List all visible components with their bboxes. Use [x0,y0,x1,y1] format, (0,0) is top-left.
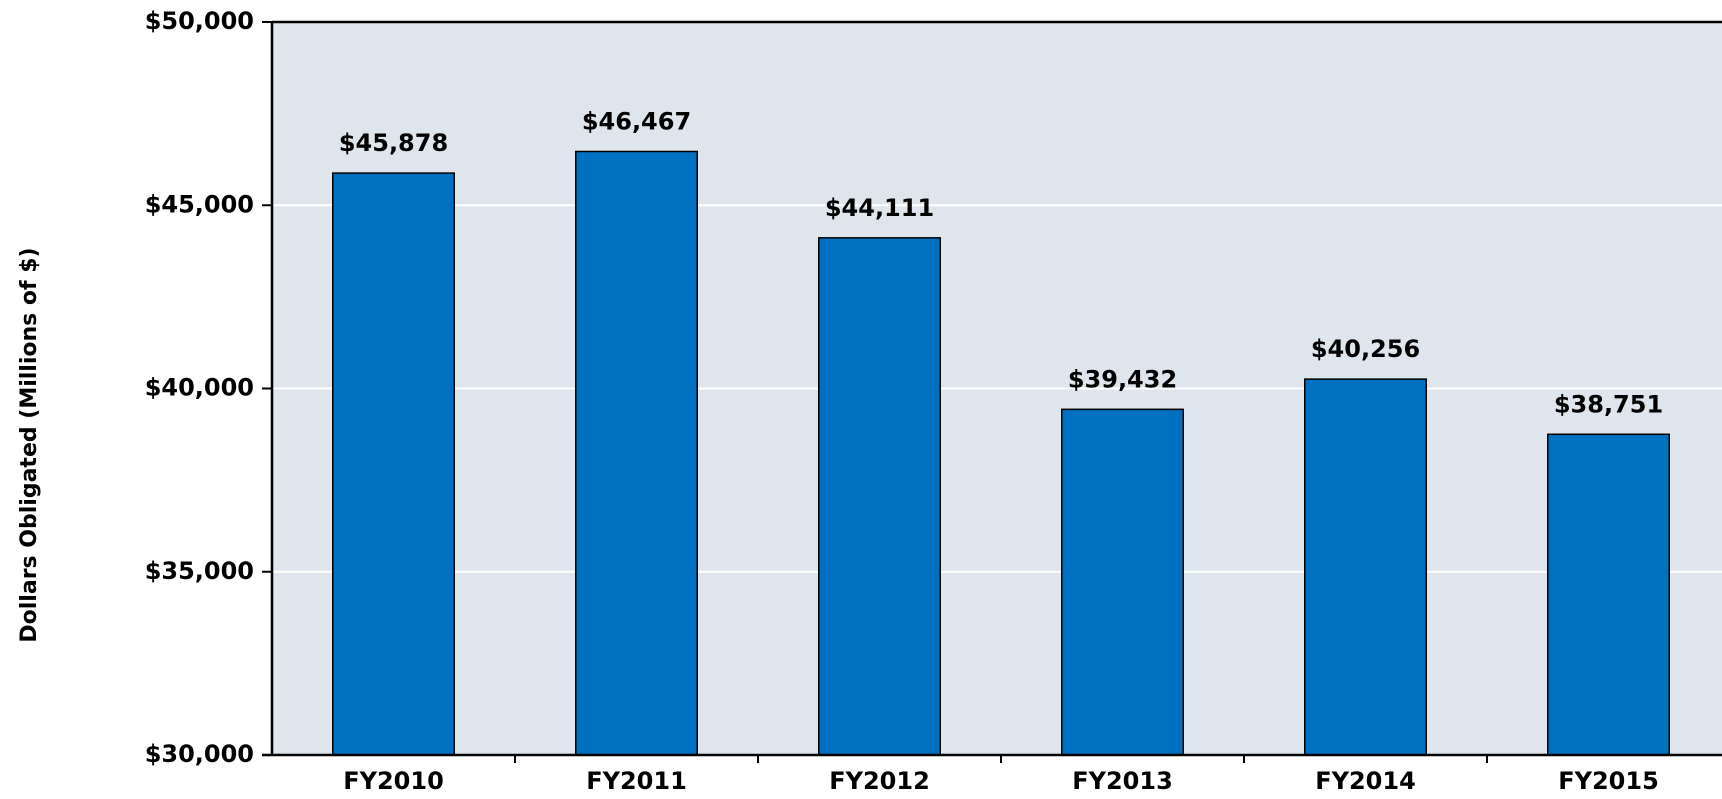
value-label: $46,467 [582,107,691,135]
y-axis-label: Dollars Obligated (Millions of $) [17,247,42,642]
x-tick-label: FY2010 [343,767,444,795]
value-label: $39,432 [1068,365,1177,393]
value-label: $45,878 [339,129,448,157]
bar [1304,378,1427,756]
bar [1061,408,1184,756]
value-label: $44,111 [825,194,934,222]
y-tick-label: $30,000 [145,740,254,768]
y-tick-label: $40,000 [145,374,254,402]
y-tick-label: $45,000 [145,190,254,218]
x-tick-label: FY2013 [1072,767,1173,795]
bar [332,172,455,756]
x-tick-label: FY2012 [829,767,930,795]
y-tick-label: $35,000 [145,557,254,585]
bar [1547,433,1670,756]
bar [818,237,941,756]
x-tick-label: FY2011 [586,767,687,795]
y-tick-label: $50,000 [145,7,254,35]
x-tick-label: FY2015 [1558,767,1659,795]
value-label: $40,256 [1311,335,1420,363]
bar [575,150,698,756]
value-label: $38,751 [1554,390,1663,418]
x-tick-label: FY2014 [1315,767,1416,795]
